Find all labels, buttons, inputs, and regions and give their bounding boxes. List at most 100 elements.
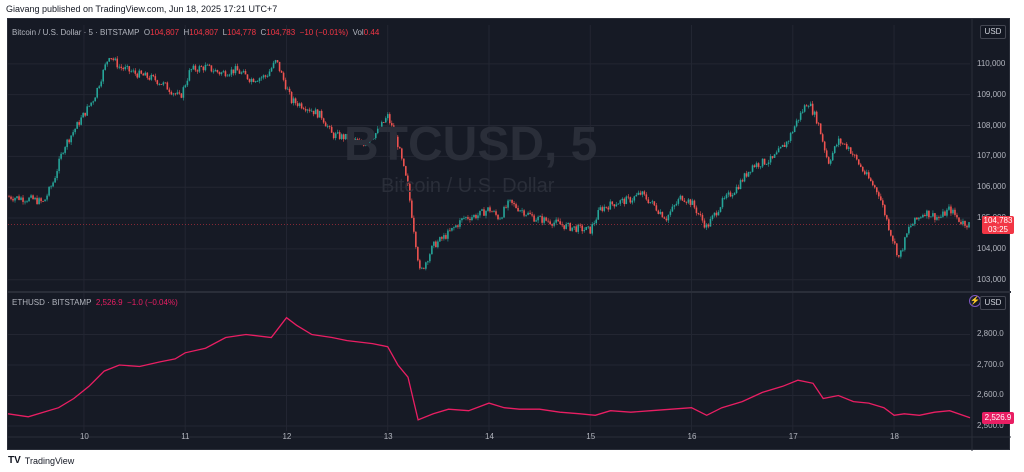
btc-candle-body bbox=[82, 112, 84, 118]
btc-candle-body bbox=[884, 205, 886, 216]
btc-candle-body bbox=[154, 76, 157, 81]
pane-separator[interactable] bbox=[8, 291, 1011, 293]
btc-candle-body bbox=[665, 218, 668, 221]
btc-candle-body bbox=[882, 200, 884, 206]
btc-candle-body bbox=[789, 133, 792, 141]
btc-candle-body bbox=[880, 196, 882, 201]
btc-candle-body bbox=[290, 91, 293, 104]
btc-candle-body bbox=[563, 225, 565, 229]
btc-candle-body bbox=[930, 216, 932, 218]
btc-candle-body bbox=[625, 196, 628, 205]
btc-candle-body bbox=[591, 224, 594, 234]
btc-candle-body bbox=[817, 123, 820, 125]
btc-candle-body bbox=[729, 192, 732, 197]
chart-frame[interactable]: BTCUSD, 5 Bitcoin / U.S. Dollar Bitcoin … bbox=[7, 18, 1014, 451]
btc-candle-body bbox=[304, 109, 307, 111]
btc-symbol: Bitcoin / U.S. Dollar · 5 · BITSTAMP bbox=[12, 28, 140, 37]
btc-candle-body bbox=[144, 72, 147, 76]
btc-candle-body bbox=[900, 250, 902, 257]
eth-currency-button[interactable]: USD bbox=[980, 296, 1006, 310]
btc-candle-body bbox=[908, 226, 910, 234]
btc-candle-body bbox=[689, 199, 692, 205]
btc-candle-body bbox=[609, 201, 612, 210]
btc-currency-button[interactable]: USD bbox=[980, 25, 1006, 39]
btc-candle-body bbox=[855, 155, 858, 160]
btc-candle-body bbox=[324, 122, 327, 127]
btc-candle-body bbox=[240, 72, 243, 74]
btc-candle-body bbox=[176, 92, 179, 94]
x-tick: 11 bbox=[181, 432, 190, 441]
btc-candle-body bbox=[837, 138, 840, 145]
btc-candle-body bbox=[487, 207, 489, 211]
btc-candle-body bbox=[825, 150, 828, 158]
btc-candle-body bbox=[697, 213, 700, 214]
btc-candle-body bbox=[122, 68, 125, 70]
btc-candle-body bbox=[637, 192, 640, 195]
btc-candle-body bbox=[679, 195, 682, 200]
btc-candle-body bbox=[619, 200, 622, 204]
btc-candle-body bbox=[393, 125, 395, 134]
btc-candle-body bbox=[471, 217, 473, 221]
eth-y-tick: 2,500.0 bbox=[977, 420, 1004, 430]
btc-candle-body bbox=[519, 210, 521, 212]
btc-candle-body bbox=[573, 226, 575, 228]
btc-y-tick: 104,000 bbox=[977, 243, 1006, 253]
btc-candle-body bbox=[74, 128, 76, 133]
btc-candle-body bbox=[479, 210, 481, 216]
btc-candle-body bbox=[431, 245, 433, 255]
btc-candle-body bbox=[118, 66, 121, 68]
btc-candle-body bbox=[673, 205, 676, 207]
btc-candle-body bbox=[561, 224, 563, 226]
btc-candle-body bbox=[120, 66, 123, 69]
btc-candle-body bbox=[46, 195, 48, 200]
btc-candle-body bbox=[946, 209, 948, 216]
btc-candle-body bbox=[807, 106, 810, 107]
btc-candle-body bbox=[841, 143, 844, 145]
btc-candle-body bbox=[372, 138, 375, 140]
btc-candle-body bbox=[272, 62, 275, 69]
btc-candle-body bbox=[204, 64, 207, 71]
btc-candle-body bbox=[675, 203, 678, 206]
btc-candle-body bbox=[759, 166, 762, 168]
btc-candle-body bbox=[932, 213, 934, 217]
btc-candle-body bbox=[773, 154, 776, 158]
btc-candle-body bbox=[469, 218, 471, 221]
btc-candle-body bbox=[30, 195, 32, 198]
eth-y-tick: 2,600.0 bbox=[977, 390, 1004, 400]
btc-candle-body bbox=[451, 227, 453, 231]
btc-candle-body bbox=[192, 65, 195, 70]
btc-candle-body bbox=[595, 219, 598, 224]
btc-candle-body bbox=[950, 206, 952, 214]
btc-candle-body bbox=[350, 136, 353, 139]
btc-candle-body bbox=[631, 200, 634, 203]
btc-candle-body bbox=[346, 133, 349, 140]
btc-candle-body bbox=[615, 204, 618, 207]
btc-candle-body bbox=[366, 142, 369, 144]
btc-candle-body bbox=[320, 110, 323, 119]
btc-candle-body bbox=[533, 215, 535, 222]
btc-candle-body bbox=[66, 139, 68, 148]
btc-y-tick: 106,000 bbox=[977, 182, 1006, 192]
btc-candle-body bbox=[236, 66, 239, 71]
btc-candle-body bbox=[64, 147, 66, 153]
btc-candle-body bbox=[769, 156, 772, 163]
btc-candle-body bbox=[42, 201, 44, 202]
btc-candle-body bbox=[158, 83, 161, 85]
btc-candle-body bbox=[284, 79, 287, 89]
btc-candle-body bbox=[681, 195, 684, 201]
btc-candle-body bbox=[497, 214, 499, 220]
btc-candle-body bbox=[344, 133, 347, 140]
btc-candle-body bbox=[362, 144, 365, 146]
btc-candle-body bbox=[152, 74, 155, 77]
footer: TV TradingView bbox=[8, 455, 74, 466]
btc-candle-body bbox=[364, 143, 367, 146]
btc-candle-body bbox=[88, 105, 90, 107]
btc-candle-body bbox=[34, 197, 36, 200]
btc-candle-body bbox=[517, 207, 519, 212]
btc-candle-body bbox=[703, 220, 706, 228]
btc-candle-body bbox=[543, 217, 545, 223]
btc-candle-body bbox=[384, 118, 387, 123]
btc-candle-body bbox=[388, 114, 391, 124]
btc-candle-body bbox=[62, 152, 64, 154]
btc-candle-body bbox=[659, 211, 662, 214]
